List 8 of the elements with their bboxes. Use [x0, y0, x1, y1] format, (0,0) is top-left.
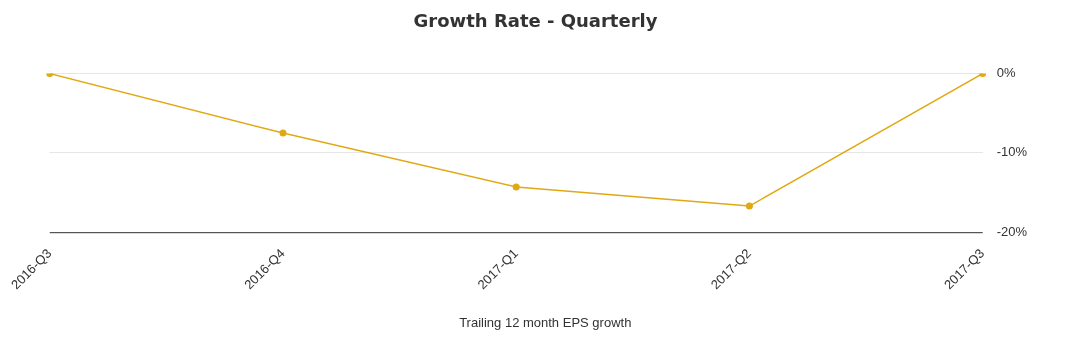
- y-tick-label: -20%: [996, 223, 1028, 239]
- y-tick-label: -10%: [996, 144, 1028, 160]
- text: Trailing 12 month EPS growth: [459, 315, 632, 331]
- point: [279, 129, 287, 137]
- chart-title: Growth Rate - Quarterly: [413, 10, 658, 32]
- point: [512, 183, 520, 191]
- y-tick-label: 0%: [996, 65, 1016, 81]
- point: [745, 202, 753, 210]
